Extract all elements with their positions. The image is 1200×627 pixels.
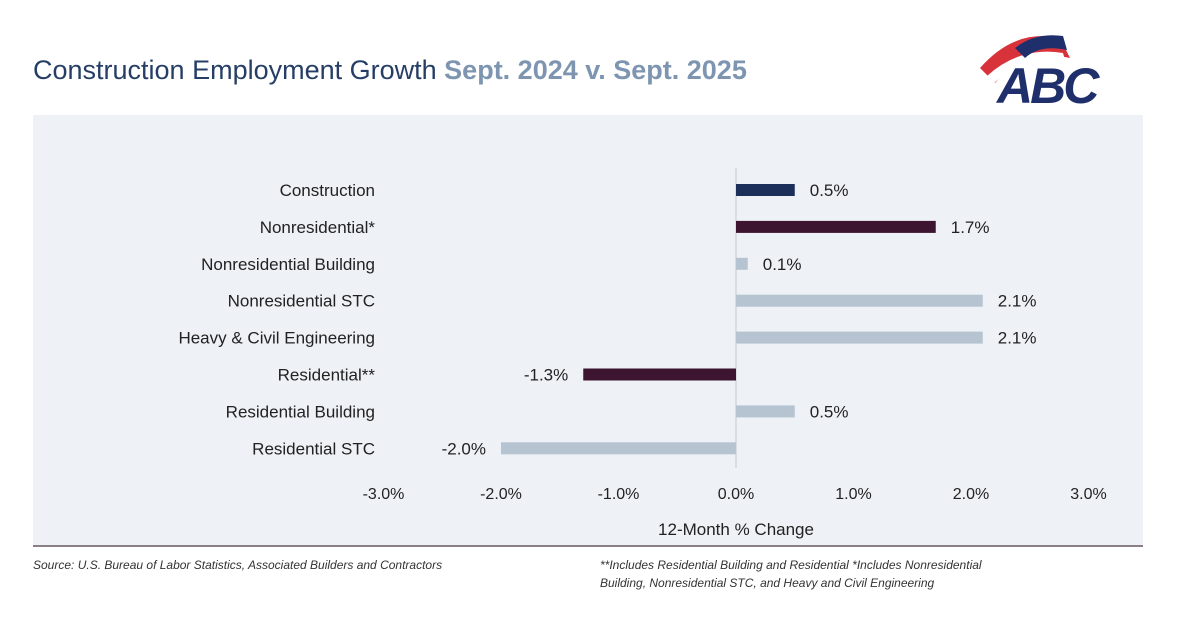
- category-label: Residential Building: [226, 402, 375, 421]
- category-label: Nonresidential STC: [228, 292, 375, 311]
- bar: [736, 405, 795, 418]
- category-label: Construction: [280, 181, 375, 200]
- bar: [736, 184, 795, 196]
- category-label: Residential STC: [252, 439, 375, 458]
- x-tick-label: 1.0%: [835, 486, 871, 503]
- source-note: Source: U.S. Bureau of Labor Statistics,…: [33, 558, 443, 572]
- x-tick-label: -3.0%: [363, 486, 405, 503]
- x-tick-label: 2.0%: [953, 486, 989, 503]
- data-label: 1.7%: [951, 218, 990, 237]
- category-label: Residential**: [278, 366, 376, 385]
- data-label: -1.3%: [524, 366, 568, 385]
- data-label: 2.1%: [998, 292, 1037, 311]
- bar: [736, 257, 748, 270]
- data-label: 0.5%: [810, 402, 849, 421]
- bar: [501, 442, 736, 455]
- bar: [736, 220, 936, 233]
- title-main: Construction Employment Growth: [33, 55, 437, 85]
- x-tick-label: 3.0%: [1070, 486, 1106, 503]
- data-label: -2.0%: [442, 439, 486, 458]
- data-label: 0.1%: [763, 255, 802, 274]
- chart-title: Construction Employment Growth Sept. 202…: [33, 55, 747, 86]
- bar: [583, 368, 736, 381]
- x-tick-label: -2.0%: [480, 486, 522, 503]
- title-sub: Sept. 2024 v. Sept. 2025: [444, 55, 747, 85]
- svg-text:ABC: ABC: [995, 58, 1100, 110]
- x-axis-title: 12-Month % Change: [658, 520, 814, 539]
- bar: [736, 294, 983, 307]
- category-label: Nonresidential*: [260, 218, 376, 237]
- footnote: **Includes Residential Building and Resi…: [600, 556, 982, 592]
- abc-logo: ABC: [980, 35, 1103, 110]
- data-label: 0.5%: [810, 181, 849, 200]
- data-label: 2.1%: [998, 329, 1037, 348]
- category-label: Heavy & Civil Engineering: [178, 329, 375, 348]
- category-label: Nonresidential Building: [201, 255, 375, 274]
- chart-panel: [33, 115, 1143, 547]
- bar: [736, 331, 983, 344]
- footnote-line-1: **Includes Residential Building and Resi…: [600, 558, 982, 572]
- x-tick-label: 0.0%: [718, 486, 754, 503]
- footnote-line-2: Building, Nonresidential STC, and Heavy …: [600, 576, 935, 590]
- x-tick-label: -1.0%: [598, 486, 640, 503]
